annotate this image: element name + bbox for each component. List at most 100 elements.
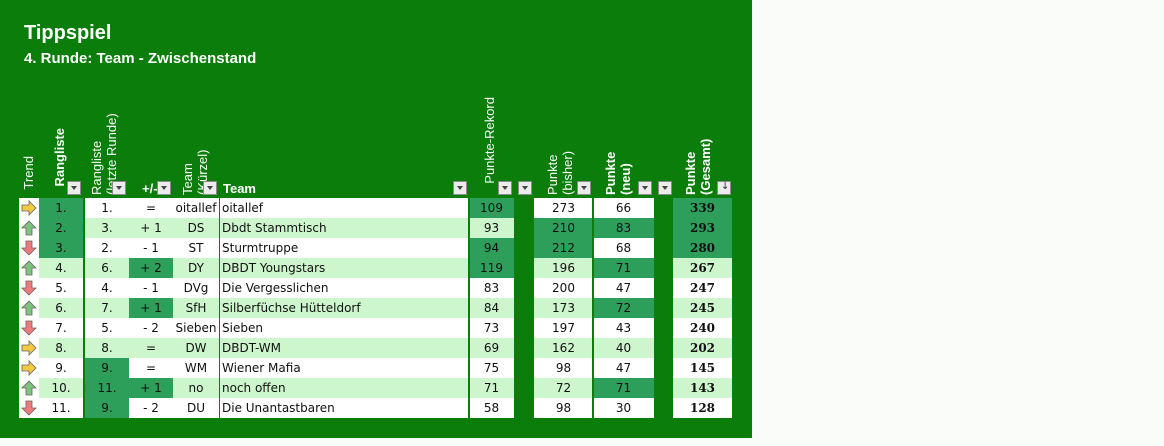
header-punkte-rekord: Punkte-Rekord: [482, 97, 497, 184]
cell-bisher: 173: [534, 298, 593, 318]
filter-neu-button[interactable]: [638, 181, 652, 195]
trend-down-icon: [19, 398, 39, 418]
cell-diff: - 1: [129, 238, 173, 258]
cell-rekord: 119: [469, 258, 514, 278]
cell-team: Wiener Mafia: [219, 358, 469, 378]
cell-rekord: 94: [469, 238, 514, 258]
cell-diff: - 2: [129, 318, 173, 338]
column-divider: [592, 198, 594, 418]
cell-rekord: 71: [469, 378, 514, 398]
cell-neu: 47: [593, 278, 654, 298]
header-punkte-neu: Punkte (neu): [603, 151, 633, 195]
cell-team: Die Vergesslichen: [219, 278, 469, 298]
cell-rang: 2.: [39, 218, 83, 238]
filter-team-button[interactable]: [453, 181, 467, 195]
cell-prev: 1.: [85, 198, 129, 218]
cell-kuerzel: ST: [173, 238, 219, 258]
cell-prev: 2.: [85, 238, 129, 258]
cell-rekord: 84: [469, 298, 514, 318]
header-punkte-gesamt: Punkte (Gesamt): [683, 138, 713, 195]
filter-extra2-button[interactable]: [658, 181, 672, 195]
tippspiel-panel: Tippspiel 4. Runde: Team - Zwischenstand…: [0, 0, 752, 438]
cell-rang: 11.: [39, 398, 83, 418]
cell-team: Sieben: [219, 318, 469, 338]
trend-down-icon: [19, 238, 39, 258]
cell-diff: =: [129, 198, 173, 218]
filter-rekord-button[interactable]: [498, 181, 512, 195]
cell-kuerzel: SfH: [173, 298, 219, 318]
cell-gesamt: 245: [673, 298, 732, 318]
cell-prev: 7.: [85, 298, 129, 318]
cell-team: Silberfüchse Hütteldorf: [219, 298, 469, 318]
cell-neu: 68: [593, 238, 654, 258]
filter-extra-button[interactable]: [518, 181, 532, 195]
cell-rekord: 83: [469, 278, 514, 298]
cell-bisher: 273: [534, 198, 593, 218]
cell-rang: 7.: [39, 318, 83, 338]
filter-rangliste-button[interactable]: [67, 181, 81, 195]
cell-diff: =: [129, 358, 173, 378]
cell-bisher: 98: [534, 358, 593, 378]
trend-up-icon: [19, 258, 39, 278]
cell-gesamt: 202: [673, 338, 732, 358]
column-divider: [468, 198, 470, 418]
cell-rang: 8.: [39, 338, 83, 358]
cell-team: Die Unantastbaren: [219, 398, 469, 418]
cell-neu: 40: [593, 338, 654, 358]
cell-gesamt: 128: [673, 398, 732, 418]
cell-kuerzel: WM: [173, 358, 219, 378]
cell-neu: 71: [593, 258, 654, 278]
cell-prev: 6.: [85, 258, 129, 278]
cell-team: Dbdt Stammtisch: [219, 218, 469, 238]
cell-neu: 72: [593, 298, 654, 318]
cell-rang: 3.: [39, 238, 83, 258]
filter-kuerzel-button[interactable]: [203, 181, 217, 195]
filter-rangliste-prev-button[interactable]: [112, 181, 126, 195]
cell-prev: 9.: [85, 398, 129, 418]
trend-down-icon: [19, 278, 39, 298]
cell-kuerzel: no: [173, 378, 219, 398]
cell-kuerzel: DW: [173, 338, 219, 358]
cell-gesamt: 240: [673, 318, 732, 338]
cell-gesamt: 267: [673, 258, 732, 278]
column-divider: [83, 198, 85, 418]
cell-kuerzel: DY: [173, 258, 219, 278]
header-diff: +/-: [142, 181, 158, 196]
cell-diff: =: [129, 338, 173, 358]
trend-up-icon: [19, 378, 39, 398]
cell-diff: - 2: [129, 398, 173, 418]
cell-neu: 83: [593, 218, 654, 238]
trend-down-icon: [19, 318, 39, 338]
trend-up-icon: [19, 298, 39, 318]
cell-team: noch offen: [219, 378, 469, 398]
filter-diff-button[interactable]: [157, 181, 171, 195]
cell-diff: + 1: [129, 298, 173, 318]
cell-rekord: 109: [469, 198, 514, 218]
cell-bisher: 210: [534, 218, 593, 238]
cell-prev: 4.: [85, 278, 129, 298]
column-divider: [219, 198, 220, 418]
cell-neu: 47: [593, 358, 654, 378]
cell-rekord: 93: [469, 218, 514, 238]
header-trend: Trend: [21, 156, 36, 190]
trend-up-icon: [19, 218, 39, 238]
cell-neu: 30: [593, 398, 654, 418]
cell-prev: 8.: [85, 338, 129, 358]
cell-bisher: 162: [534, 338, 593, 358]
cell-diff: + 1: [129, 218, 173, 238]
trend-same-icon: [19, 338, 39, 358]
cell-bisher: 212: [534, 238, 593, 258]
cell-rekord: 69: [469, 338, 514, 358]
header-punkte-bisher: Punkte (bisher): [545, 150, 575, 195]
cell-rang: 1.: [39, 198, 83, 218]
cell-bisher: 72: [534, 378, 593, 398]
filter-bisher-button[interactable]: [577, 181, 591, 195]
cell-team: Sturmtruppe: [219, 238, 469, 258]
cell-gesamt: 293: [673, 218, 732, 238]
sort-gesamt-button[interactable]: [717, 181, 731, 195]
cell-rang: 5.: [39, 278, 83, 298]
cell-kuerzel: DVg: [173, 278, 219, 298]
cell-bisher: 197: [534, 318, 593, 338]
header-rangliste: Rangliste: [52, 128, 67, 187]
cell-neu: 43: [593, 318, 654, 338]
